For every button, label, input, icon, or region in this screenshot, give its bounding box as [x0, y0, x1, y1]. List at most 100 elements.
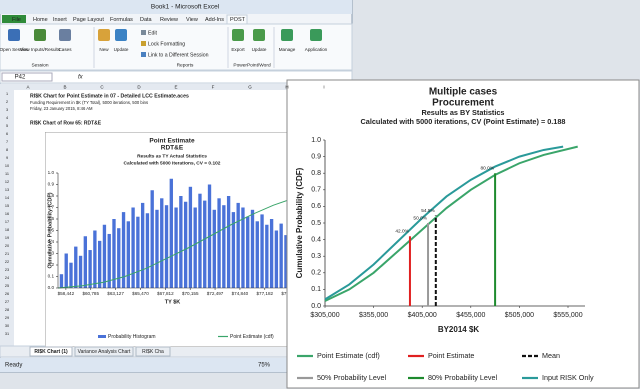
reference-label: 80.0% — [480, 165, 494, 171]
ribbon-button[interactable]: New — [99, 47, 109, 52]
legend-label[interactable]: Point Estimate — [428, 351, 474, 360]
y-tick-label: 0.8 — [48, 193, 55, 198]
sheet-tab-bg — [29, 346, 73, 357]
histogram-bar — [131, 207, 135, 288]
histogram-bar — [78, 255, 83, 288]
window-title: Book1 - Microsoft Excel — [151, 4, 220, 11]
ribbon-button[interactable]: Lock Formatting — [148, 41, 185, 47]
y-axis-label: Cumulative Probability (CDF) — [295, 167, 304, 278]
y-tick-label: 0.6 — [48, 216, 55, 221]
histogram-bar — [265, 224, 269, 288]
column-header: C — [100, 84, 104, 89]
sheet-tab-bg — [135, 346, 171, 357]
histogram-bar — [59, 274, 64, 288]
legend-label: Probability Histogram — [108, 334, 156, 340]
row-header: 27 — [5, 300, 9, 304]
ribbon — [0, 23, 353, 71]
y-tick-label: 0.6 — [311, 203, 321, 210]
histogram-bar — [188, 186, 193, 288]
ribbon-tab[interactable]: File — [12, 17, 21, 23]
histogram-bar — [193, 207, 197, 288]
histogram-bar — [83, 236, 88, 288]
button-icon — [98, 29, 110, 41]
histogram-bar — [169, 178, 173, 288]
ribbon-button[interactable]: Update — [114, 47, 129, 52]
chart-title: Multiple cases — [429, 87, 498, 98]
histogram-bar — [203, 200, 207, 288]
legend-label: Point Estimate (cdf) — [230, 334, 274, 340]
legend-swatch — [98, 335, 106, 338]
ribbon-button[interactable]: Update — [252, 47, 267, 52]
button-icon — [115, 29, 127, 41]
ribbon-group-label: PowerPoint/Word — [233, 62, 271, 68]
reference-label: 54.5% — [421, 208, 435, 214]
y-axis-label: Cumulative Probability (CDF) — [47, 192, 53, 268]
cdf-line — [324, 145, 578, 302]
row-header: 24 — [5, 276, 9, 280]
ribbon-button[interactable]: View Inputs/Results — [20, 47, 61, 52]
histogram-bar — [212, 209, 216, 288]
ribbon-tab[interactable]: Data — [140, 17, 153, 23]
column-header: A — [26, 84, 29, 89]
row-header: 15 — [5, 204, 9, 208]
histogram-bar — [255, 221, 259, 288]
y-tick-label: 0.4 — [311, 236, 321, 243]
file-tab-bg — [2, 15, 26, 23]
ribbon-button[interactable]: Cases — [58, 47, 72, 52]
sheet-tab[interactable]: Variance Analysis Chart — [78, 349, 131, 355]
name-box[interactable] — [1, 72, 53, 82]
histogram-bar — [74, 246, 78, 288]
cdf-line — [324, 145, 564, 301]
button-icon — [141, 52, 146, 57]
ribbon-button[interactable]: Manage — [279, 47, 296, 52]
ribbon-button[interactable]: Application — [305, 47, 328, 52]
ribbon-tab[interactable]: POST — [230, 17, 246, 23]
legend-label[interactable]: Point Estimate (cdf) — [317, 351, 380, 360]
y-tick-label: 0.5 — [311, 220, 321, 227]
histogram-bar — [69, 262, 73, 288]
ribbon-button[interactable]: Open Session — [0, 47, 29, 52]
y-tick-label: 0.0 — [311, 303, 321, 310]
ribbon-button[interactable]: Edit — [148, 30, 157, 36]
ribbon-button[interactable]: Link to a Different Session — [148, 52, 209, 58]
row-header: 1 — [6, 92, 8, 96]
y-tick-label: 0.9 — [311, 153, 321, 160]
histogram-bar — [250, 209, 255, 288]
ribbon-tab[interactable]: Page Layout — [73, 17, 104, 23]
ribbon-tab[interactable]: Review — [160, 17, 178, 23]
histogram-bar — [274, 230, 279, 288]
x-tick-label: $77,182 — [256, 291, 273, 296]
y-tick-label: 0.5 — [48, 228, 55, 233]
x-tick-label: $305,000 — [310, 312, 339, 319]
ribbon-tab[interactable]: View — [186, 17, 198, 23]
sheet-tab[interactable]: RI$K Chart (1) — [34, 349, 68, 355]
sheet-text: RI$K Chart of Row 65: RDT&E — [30, 120, 102, 126]
row-header: 8 — [6, 148, 8, 152]
ribbon-tab[interactable]: Add-Ins — [205, 17, 224, 23]
sheet-tab[interactable]: RI$K Cha — [142, 349, 164, 355]
y-tick-label: 0.9 — [48, 182, 55, 187]
row-header: 6 — [6, 132, 8, 136]
row-header: 26 — [5, 292, 9, 296]
histogram-bar — [236, 202, 240, 288]
sheet-text: Friday, 23 January 2015, 8:46 AM — [30, 106, 93, 111]
row-header-bar — [0, 90, 14, 346]
button-icon — [141, 30, 146, 35]
legend-label[interactable]: 50% Probability Level — [317, 373, 387, 382]
histogram-bar — [97, 240, 102, 288]
ribbon-button[interactable]: Export — [231, 47, 245, 52]
ribbon-tab[interactable]: Home — [33, 17, 48, 23]
column-header: E — [174, 84, 177, 89]
histogram-bar — [102, 224, 107, 288]
button-icon — [141, 41, 146, 46]
legend-label[interactable]: Mean — [542, 351, 560, 360]
row-header: 2 — [6, 100, 8, 104]
ribbon-tab[interactable]: Formulas — [110, 17, 133, 23]
column-header: H — [285, 84, 288, 89]
chart-note: Calculated with 5000 iterations, CV = 0.… — [124, 160, 221, 166]
legend-label[interactable]: 80% Probability Level — [428, 373, 498, 382]
ribbon-tab[interactable]: Insert — [53, 17, 67, 23]
column-header: D — [137, 84, 141, 89]
legend-label[interactable]: Input RISK Only — [542, 373, 594, 382]
